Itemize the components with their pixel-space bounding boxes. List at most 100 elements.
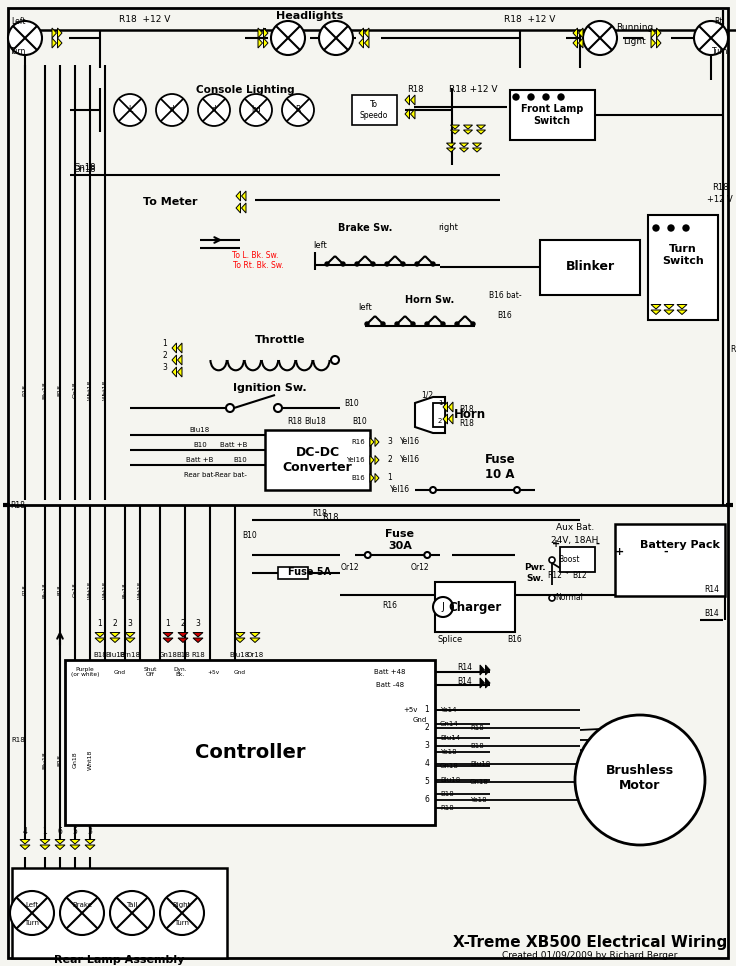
Text: 4: 4 xyxy=(23,827,27,836)
Text: R18: R18 xyxy=(23,584,27,595)
Text: Wht18: Wht18 xyxy=(88,380,93,400)
Text: Wht18: Wht18 xyxy=(88,581,93,599)
Text: 1: 1 xyxy=(166,619,170,629)
Text: 3: 3 xyxy=(425,742,429,751)
Circle shape xyxy=(543,94,549,100)
Polygon shape xyxy=(95,638,105,642)
Text: Ye14: Ye14 xyxy=(440,707,456,713)
Polygon shape xyxy=(70,839,80,844)
Text: Front Lamp
Switch: Front Lamp Switch xyxy=(521,104,583,126)
Text: To
Speedo: To Speedo xyxy=(360,100,388,120)
Text: Blu18: Blu18 xyxy=(470,761,490,767)
Text: Wht18: Wht18 xyxy=(88,750,93,770)
Text: Rear bat-: Rear bat- xyxy=(184,472,216,478)
Bar xyxy=(65,660,435,825)
Text: Fuse 5A: Fuse 5A xyxy=(289,567,331,577)
Text: B10: B10 xyxy=(233,457,247,463)
Bar xyxy=(560,547,595,572)
Circle shape xyxy=(156,94,188,126)
Circle shape xyxy=(395,322,399,326)
Polygon shape xyxy=(172,343,177,353)
Circle shape xyxy=(528,94,534,100)
Text: B18: B18 xyxy=(57,584,63,595)
Circle shape xyxy=(355,262,359,266)
Text: +: + xyxy=(615,547,623,557)
Polygon shape xyxy=(411,109,415,119)
Circle shape xyxy=(514,487,520,493)
Text: Blinker: Blinker xyxy=(565,261,615,273)
Text: Dyn.
Bk.: Dyn. Bk. xyxy=(173,667,187,677)
Circle shape xyxy=(240,94,272,126)
Polygon shape xyxy=(193,633,203,637)
Text: Yel16: Yel16 xyxy=(347,457,365,463)
Polygon shape xyxy=(125,633,135,637)
Polygon shape xyxy=(250,638,260,642)
Circle shape xyxy=(331,356,339,364)
Circle shape xyxy=(325,262,329,266)
Polygon shape xyxy=(459,148,469,152)
Text: 3: 3 xyxy=(388,438,392,446)
Text: X-Treme XB500 Electrical Wiring: X-Treme XB500 Electrical Wiring xyxy=(453,934,727,950)
Polygon shape xyxy=(85,839,95,844)
Text: Purple
(or white): Purple (or white) xyxy=(71,667,99,677)
Text: 3: 3 xyxy=(127,619,132,629)
Text: B12: B12 xyxy=(573,571,587,580)
Text: 2: 2 xyxy=(163,351,167,359)
Text: Turn: Turn xyxy=(712,47,728,56)
Circle shape xyxy=(10,891,54,935)
Polygon shape xyxy=(411,95,415,105)
Polygon shape xyxy=(177,355,182,365)
Circle shape xyxy=(441,322,445,326)
Text: B14: B14 xyxy=(704,610,719,618)
Text: J: J xyxy=(442,602,445,612)
Text: R14: R14 xyxy=(458,664,473,672)
Text: R: R xyxy=(295,105,301,115)
Polygon shape xyxy=(20,839,30,844)
Circle shape xyxy=(226,404,234,412)
Text: 2: 2 xyxy=(113,619,117,629)
Text: Batt +B: Batt +B xyxy=(219,442,247,448)
Circle shape xyxy=(198,94,230,126)
Text: 6: 6 xyxy=(57,827,63,836)
Polygon shape xyxy=(443,402,447,412)
Text: R18: R18 xyxy=(470,725,484,731)
Text: Gnd: Gnd xyxy=(234,669,246,674)
Polygon shape xyxy=(236,203,241,213)
Text: L: L xyxy=(128,105,132,115)
Circle shape xyxy=(160,891,204,935)
Polygon shape xyxy=(57,28,62,38)
Polygon shape xyxy=(359,28,364,38)
Circle shape xyxy=(319,21,353,55)
Text: 3: 3 xyxy=(196,619,200,629)
Circle shape xyxy=(60,891,104,935)
Polygon shape xyxy=(40,845,50,849)
Text: Ignition Sw.: Ignition Sw. xyxy=(233,383,307,393)
Polygon shape xyxy=(40,839,50,844)
Polygon shape xyxy=(375,473,379,482)
Text: R18: R18 xyxy=(407,86,423,95)
Text: Gn18: Gn18 xyxy=(73,752,77,768)
Text: Running: Running xyxy=(616,22,654,32)
Circle shape xyxy=(365,552,371,558)
Polygon shape xyxy=(405,109,409,119)
Polygon shape xyxy=(480,678,484,688)
Circle shape xyxy=(433,597,453,617)
Text: +5v: +5v xyxy=(207,669,219,674)
Polygon shape xyxy=(258,38,263,48)
Circle shape xyxy=(371,262,375,266)
Text: Shut
Off: Shut Off xyxy=(144,667,157,677)
Text: Rear bat-: Rear bat- xyxy=(215,472,247,478)
Circle shape xyxy=(455,322,459,326)
Text: left: left xyxy=(313,241,327,249)
Text: Blu18: Blu18 xyxy=(43,582,48,598)
Polygon shape xyxy=(163,638,173,642)
Polygon shape xyxy=(263,38,268,48)
Text: R18: R18 xyxy=(191,652,205,658)
Text: B10: B10 xyxy=(193,442,207,448)
Polygon shape xyxy=(578,28,583,38)
Polygon shape xyxy=(448,402,453,412)
Polygon shape xyxy=(177,343,182,353)
Polygon shape xyxy=(651,304,661,309)
Polygon shape xyxy=(241,191,246,201)
Polygon shape xyxy=(573,38,578,48)
